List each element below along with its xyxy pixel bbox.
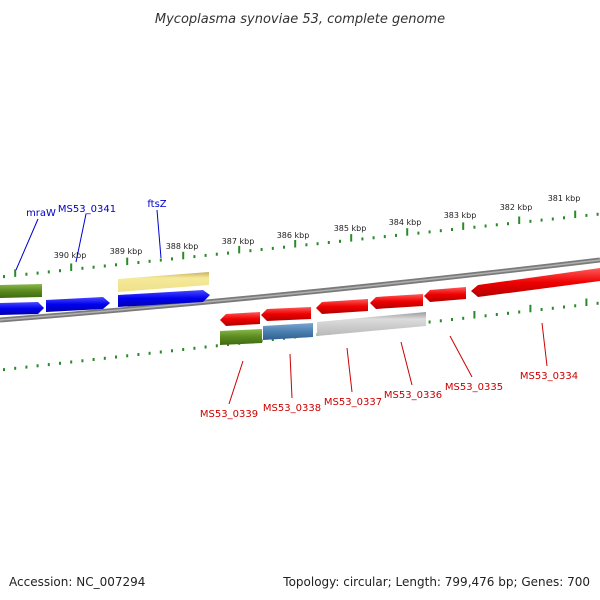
leader-ms53-0336 [400, 341, 413, 386]
kbp-label-387: 387 kbp [222, 237, 255, 246]
gene-block-grey [317, 312, 426, 336]
gene-arrow-blue-3 [118, 290, 210, 307]
leader-mraw [15, 218, 39, 271]
kbp-label-390: 390 kbp [54, 251, 87, 260]
gene-label-ms53-0339[interactable]: MS53_0339 [200, 409, 258, 420]
leader-ms53-0339 [228, 360, 244, 405]
kbp-label-388: 388 kbp [166, 242, 199, 251]
kbp-label-386: 386 kbp [277, 231, 310, 240]
kbp-label-382: 382 kbp [500, 203, 533, 212]
leader-ms53-0337 [346, 347, 353, 393]
gene-label-ms53-0334[interactable]: MS53_0334 [520, 371, 578, 382]
gene-label-ms53-0338[interactable]: MS53_0338 [263, 403, 321, 414]
gene-arrow-red-4 [370, 294, 423, 309]
map-title: Mycoplasma synoviae 53, complete genome [155, 12, 445, 27]
kbp-label-385: 385 kbp [334, 224, 367, 233]
kbp-label-381: 381 kbp [548, 194, 581, 203]
kbp-label-384: 384 kbp [389, 218, 422, 227]
backbone-highlight [0, 259, 600, 321]
gene-block-yellow-ftsz [118, 272, 209, 292]
leader-ms53-0335 [449, 335, 473, 378]
gene-label-mraw[interactable]: mraW [26, 208, 56, 219]
gene-label-ms53-0336[interactable]: MS53_0336 [384, 390, 442, 401]
leader-ftsz [156, 209, 162, 259]
gene-arrow-blue-2 [46, 297, 110, 312]
gene-arrow-red-6 [471, 268, 600, 297]
gene-label-ftsz[interactable]: ftsZ [147, 199, 166, 210]
leader-ms53-0334 [541, 322, 548, 367]
gene-label-ms53-0335[interactable]: MS53_0335 [445, 382, 503, 393]
upper-scale-ticks [3, 210, 599, 279]
genome-summary-text: Topology: circular; Length: 799,476 bp; … [282, 575, 590, 589]
gene-block-steel [263, 323, 313, 340]
gene-block-green-upper [0, 284, 42, 298]
leader-ms53-0338 [289, 353, 293, 399]
gene-arrow-red-3 [316, 299, 368, 314]
gene-block-green-lower [220, 329, 262, 345]
kbp-label-389: 389 kbp [110, 247, 143, 256]
gene-arrow-red-1 [220, 312, 260, 326]
kbp-label-383: 383 kbp [444, 211, 477, 220]
gene-label-ms53-0341[interactable]: MS53_0341 [58, 204, 116, 215]
gene-arrow-red-2 [261, 307, 311, 321]
leader-ms53-0341 [75, 213, 87, 263]
gene-arrow-red-5 [424, 287, 466, 302]
accession-text: Accession: NC_007294 [9, 575, 145, 589]
gene-arrow-blue-1 [0, 302, 44, 315]
gene-label-ms53-0337[interactable]: MS53_0337 [324, 397, 382, 408]
